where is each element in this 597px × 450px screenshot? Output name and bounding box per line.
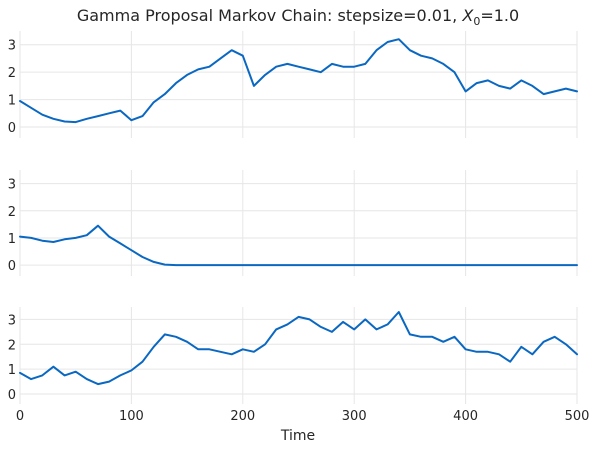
y-tick-label: 3 xyxy=(8,39,16,54)
chart-title: Gamma Proposal Markov Chain: stepsize=0.… xyxy=(77,6,519,28)
chart-title-main: Gamma Proposal Markov Chain: stepsize=0.… xyxy=(77,6,463,25)
y-tick-label: 1 xyxy=(8,94,16,109)
panel-top: 0 1 2 3 xyxy=(8,31,578,138)
chart-title-x-value: =1.0 xyxy=(480,6,519,25)
panel-bottom: 0 1 2 3 0 100 200 300 400 500 xyxy=(8,307,590,424)
x-axis-label: Time xyxy=(280,428,315,444)
x-tick-label: 100 xyxy=(119,409,144,424)
chart-title-x-subscript: 0 xyxy=(473,15,480,28)
y-tick-label: 3 xyxy=(8,313,16,328)
x-tick-label: 500 xyxy=(565,409,590,424)
panel-middle: 0 1 2 3 xyxy=(8,170,578,276)
x-tick-label: 0 xyxy=(16,409,24,424)
chart-title-x-symbol: X xyxy=(461,6,474,25)
y-tick-label: 1 xyxy=(8,232,16,247)
y-tick-label: 2 xyxy=(8,66,16,81)
y-tick-label: 0 xyxy=(8,388,16,403)
x-tick-label: 400 xyxy=(453,409,478,424)
series-line xyxy=(19,38,578,124)
y-tick-label: 2 xyxy=(8,338,16,353)
panels: 0 1 2 3 0 1 2 3 0 1 2 3 0 100 200 300 400 500 xyxy=(8,31,590,424)
x-tick-label: 300 xyxy=(342,409,367,424)
x-tick-label: 200 xyxy=(230,409,255,424)
series-line xyxy=(19,311,578,386)
y-tick-label: 0 xyxy=(8,259,16,274)
y-tick-label: 1 xyxy=(8,363,16,378)
y-tick-label: 3 xyxy=(8,178,16,193)
series-line xyxy=(19,224,578,267)
y-tick-label: 0 xyxy=(8,121,16,136)
y-tick-label: 2 xyxy=(8,205,16,220)
